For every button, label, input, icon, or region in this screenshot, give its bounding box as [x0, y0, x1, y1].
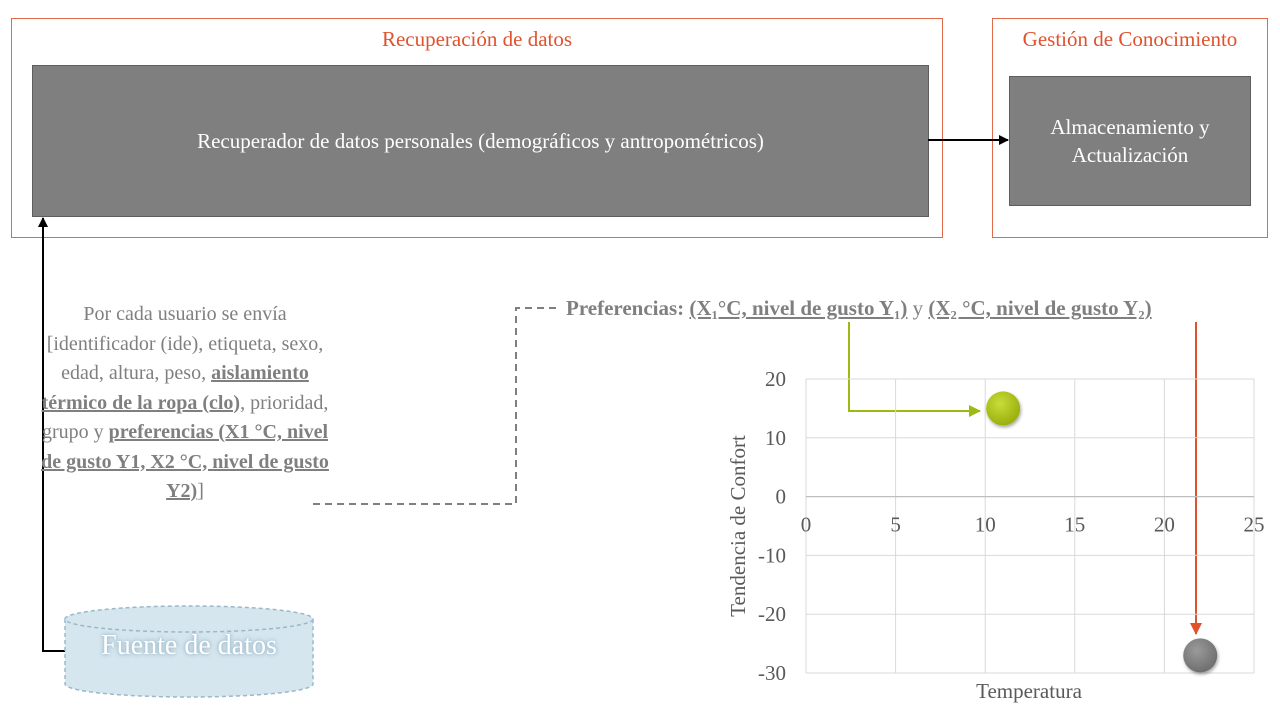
sender-description: Por cada usuario se envía [identificador… — [40, 300, 330, 507]
comfort-chart: 20 10 0 -10 -20 -30 0 5 10 15 20 25 Temperatura Ten… — [726, 367, 1265, 703]
x-tick-label: 25 — [1244, 513, 1265, 537]
y-tick-label: 10 — [765, 426, 786, 450]
storage-label-line2: Actualización — [1071, 143, 1189, 167]
retrieval-panel-title: Recuperación de datos — [381, 27, 573, 51]
storage-label-line1: Almacenamiento y — [1050, 115, 1210, 139]
personal-data-retriever-box[interactable]: Recuperador de datos personales (demográ… — [32, 65, 929, 217]
personal-data-retriever-label: Recuperador de datos personales (demográ… — [197, 128, 764, 153]
dashed-link — [313, 307, 560, 505]
datasource[interactable]: Fuente de datos — [64, 604, 314, 698]
y-tick-label: 20 — [765, 367, 786, 391]
preferences-connector: y — [907, 296, 929, 320]
sender-clo-highlight: aislamiento térmico de la ropa (clo) — [41, 362, 309, 414]
database-icon — [64, 605, 314, 698]
sender-text-3: ] — [197, 480, 204, 502]
y-tick-label: -30 — [758, 661, 786, 685]
preference-pair-1: (X₁°C, nivel de gusto Y₁) — [689, 296, 908, 320]
y-tick-label: -10 — [758, 543, 786, 567]
y-tick-label: -20 — [758, 602, 786, 626]
y-tick-label: 0 — [776, 485, 787, 509]
datasource-label: Fuente de datos — [101, 630, 277, 661]
datasource-to-retriever-arrow — [38, 217, 65, 652]
x-tick-label: 5 — [890, 513, 901, 537]
sender-preferences-highlight: preferencias (X1 °C, nivel de gusto Y1, … — [41, 421, 329, 502]
x-tick-label: 0 — [801, 513, 812, 537]
x-axis-label: Temperatura — [976, 679, 1082, 703]
green-pointer-arrow — [848, 322, 981, 417]
y-axis-label: Tendencia de Confort — [726, 435, 750, 617]
sender-text-2: , prioridad, grupo y — [41, 391, 329, 444]
data-point — [986, 391, 1021, 426]
knowledge-panel: Gestión de Conocimiento Almacenamiento y… — [992, 18, 1268, 238]
data-point — [1183, 638, 1218, 673]
sender-text-1: Por cada usuario se envía [identificador… — [46, 303, 324, 384]
preference-pair-2: (X₂ °C, nivel de gusto Y₂) — [928, 296, 1152, 320]
storage-update-box[interactable]: Almacenamiento y Actualización — [1009, 76, 1251, 206]
x-tick-label: 20 — [1154, 513, 1175, 537]
x-tick-label: 15 — [1064, 513, 1085, 537]
knowledge-panel-title: Gestión de Conocimiento — [1022, 27, 1238, 51]
x-tick-label: 10 — [975, 513, 996, 537]
preferences-label: Preferencias: — [566, 296, 690, 320]
retrieval-panel: Recuperación de datos Recuperador de dat… — [11, 18, 943, 238]
preferences-line: Preferencias: (X₁°C, nivel de gusto Y₁) … — [566, 296, 1152, 321]
